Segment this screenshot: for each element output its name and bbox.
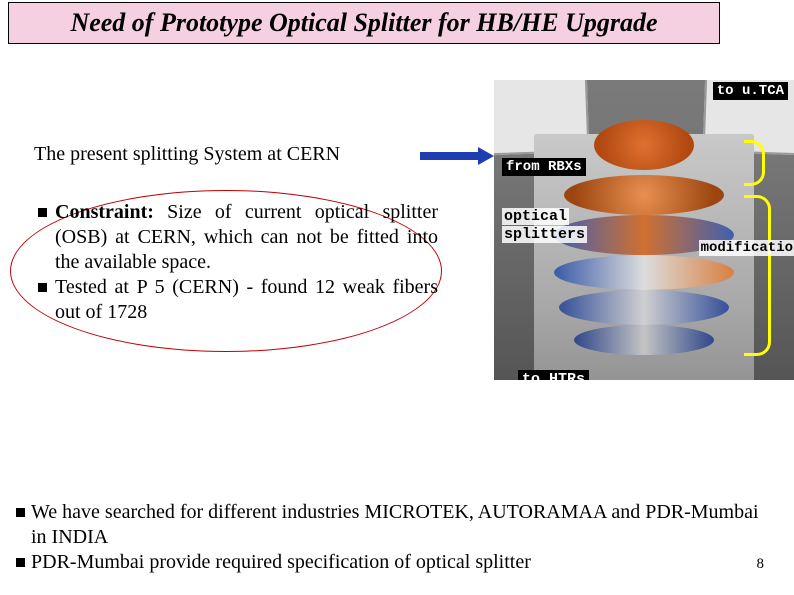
bullet-search: We have searched for different industrie…: [16, 500, 766, 550]
bullet-icon: [16, 508, 25, 517]
bullet-icon: [16, 558, 25, 567]
label-to-utca: to u.TCA: [713, 82, 788, 100]
label-to-htrs: to HTRs: [518, 370, 589, 380]
label-optical: optical: [502, 208, 569, 225]
title-box: Need of Prototype Optical Splitter for H…: [8, 2, 720, 44]
title-text: Need of Prototype Optical Splitter for H…: [70, 8, 657, 38]
brace-icon: [744, 140, 765, 186]
bullet-icon: [38, 208, 47, 217]
subtitle: The present splitting System at CERN: [34, 143, 340, 166]
photo-panel: to u.TCA from RBXs optical splitters mod…: [494, 80, 794, 380]
search-text: We have searched for different industrie…: [31, 500, 766, 550]
label-modification: modificatio: [699, 240, 794, 256]
label-from-rbxs: from RBXs: [502, 158, 586, 176]
arrow-icon: [420, 148, 500, 166]
bullet-tested: Tested at P 5 (CERN) - found 12 weak fib…: [38, 275, 438, 325]
brace-icon: [744, 195, 771, 356]
tested-text: Tested at P 5 (CERN) - found 12 weak fib…: [55, 275, 438, 325]
bullet-pdr: PDR-Mumbai provide required specificatio…: [16, 550, 766, 575]
pdr-text: PDR-Mumbai provide required specificatio…: [31, 550, 766, 575]
constraint-label: Constraint:: [55, 201, 154, 223]
bullets-top: Constraint: Size of current optical spli…: [38, 200, 438, 325]
page-number: 8: [757, 556, 765, 573]
bullet-constraint: Constraint: Size of current optical spli…: [38, 200, 438, 275]
bullets-bottom: We have searched for different industrie…: [16, 500, 766, 575]
bullet-icon: [38, 283, 47, 292]
slide: Need of Prototype Optical Splitter for H…: [0, 0, 794, 595]
label-splitters: splitters: [502, 226, 587, 243]
